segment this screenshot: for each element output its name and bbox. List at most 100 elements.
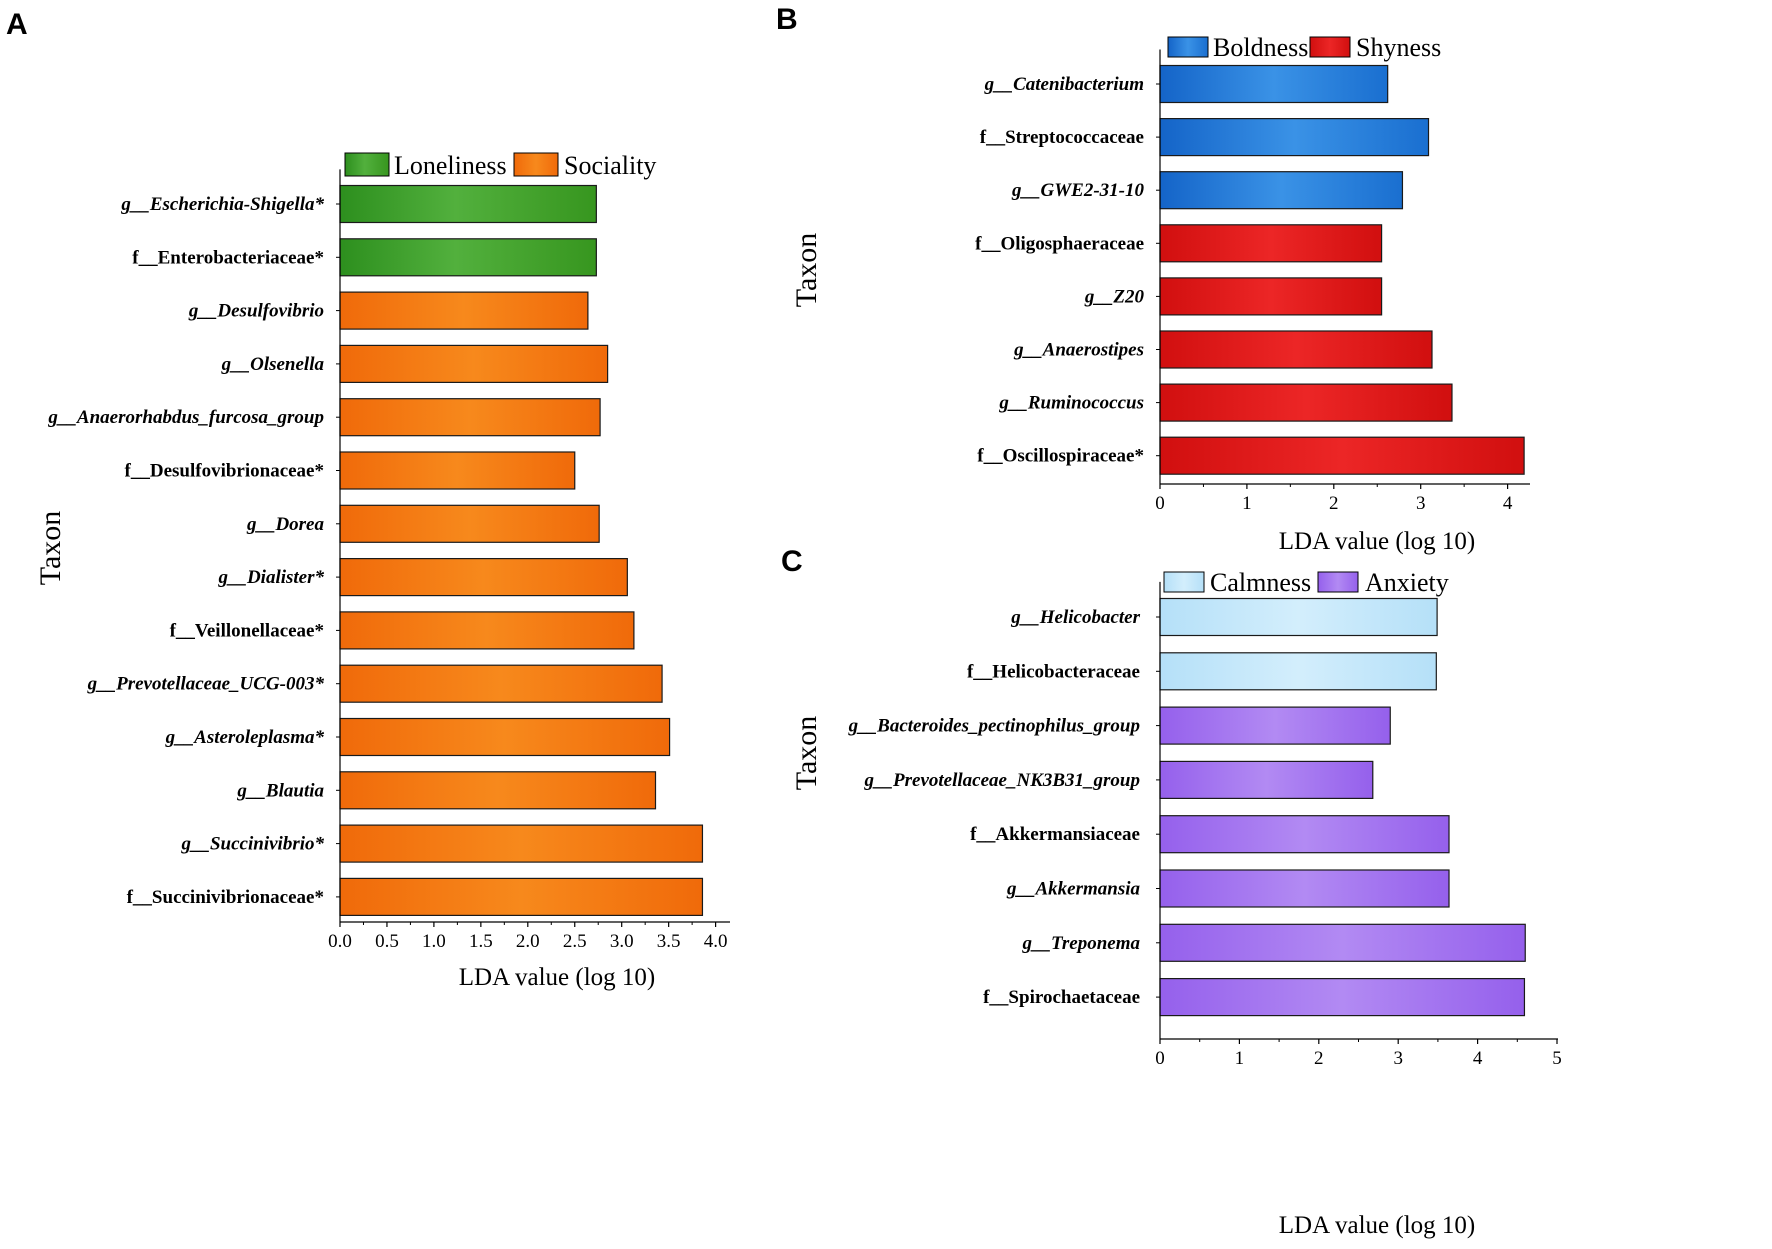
- bar-b-7: [1159, 436, 1525, 475]
- x-tick-label-a-4: 2.0: [516, 931, 540, 952]
- panel-c: C Taxon Calmness Anxiety g__Helicobacter…: [781, 545, 1562, 1239]
- bar-c-6: [1159, 923, 1526, 962]
- category-label-b-5: g__Anaerostipes: [1013, 340, 1144, 361]
- bar-c-0: [1159, 597, 1438, 637]
- category-label-b-6: g__Ruminococcus: [998, 393, 1144, 414]
- bar-a-5: [339, 451, 576, 490]
- category-label-a-3: g__Olsenella: [221, 354, 325, 375]
- bar-c-7: [1159, 977, 1526, 1017]
- bar-c-3: [1159, 760, 1374, 800]
- x-tick-label-a-6: 3.0: [610, 931, 634, 952]
- panel-b-x-axis: 0 1 2 3 4: [1155, 49, 1530, 514]
- bar-b-2: [1159, 171, 1404, 210]
- panel-a-bars: g__Escherichia-Shigella* f__Enterobacteri…: [47, 184, 704, 917]
- bar-a-8: [339, 611, 635, 650]
- legend-label-sociality: Sociality: [564, 151, 656, 180]
- category-label-b-2: g__GWE2-31-10: [1011, 180, 1144, 201]
- x-tick-label-a-2: 1.0: [422, 931, 446, 952]
- panel-b-xlabel: LDA value (log 10): [1279, 528, 1475, 555]
- legend-swatch-boldness: [1167, 36, 1209, 58]
- panel-b-ylabel: Taxon: [790, 233, 823, 308]
- panel-a-xlabel: LDA value (log 10): [459, 964, 655, 991]
- category-label-a-11: g__Blautia: [236, 780, 324, 801]
- bar-c-5: [1159, 869, 1450, 908]
- x-tick-label-c-3: 3: [1393, 1048, 1403, 1069]
- legend-swatch-anxiety: [1317, 571, 1359, 593]
- x-tick-label-a-0: 0.0: [328, 931, 352, 952]
- panel-c-x-axis: 0 1 2 3 4 5: [1155, 581, 1562, 1069]
- category-label-a-13: f__Succinivibrionaceae*: [127, 887, 324, 908]
- bar-a-0: [339, 184, 597, 224]
- panel-b-legend: Boldness Shyness: [1167, 33, 1441, 62]
- panel-a-x-axis: 0.0 0.5 1.0 1.5 2.0 2.5 3.0 3.5 4.0: [328, 169, 730, 952]
- bar-a-12: [339, 824, 704, 863]
- legend-label-boldness: Boldness: [1213, 33, 1308, 62]
- panel-a: A Taxon Loneliness Sociality g__Escheric…: [6, 8, 730, 991]
- bar-a-13: [339, 877, 704, 917]
- x-tick-label-a-8: 4.0: [704, 931, 728, 952]
- bar-b-5: [1159, 330, 1433, 369]
- bar-a-7: [339, 557, 628, 597]
- category-label-c-4: f__Akkermansiaceae: [970, 824, 1140, 845]
- bar-a-9: [339, 664, 663, 703]
- panel-letter-b: B: [776, 3, 798, 36]
- category-label-a-0: g__Escherichia-Shigella*: [120, 194, 324, 215]
- category-label-b-0: g__Catenibacterium: [984, 74, 1144, 95]
- bar-a-1: [339, 238, 597, 277]
- bar-a-4: [339, 398, 601, 437]
- category-label-b-4: g__Z20: [1084, 286, 1145, 307]
- bar-c-2: [1159, 706, 1391, 745]
- bar-b-0: [1159, 64, 1389, 104]
- x-tick-label-b-3: 3: [1416, 493, 1426, 514]
- category-label-a-2: g__Desulfovibrio: [188, 301, 324, 322]
- category-label-c-7: f__Spirochaetaceae: [983, 987, 1140, 1008]
- bar-a-3: [339, 344, 609, 383]
- panel-c-bars: g__Helicobacter f__Helicobacteraceae g__Ba…: [848, 597, 1526, 1017]
- bar-a-6: [339, 504, 600, 543]
- bar-a-11: [339, 771, 657, 810]
- category-label-c-0: g__Helicobacter: [1010, 607, 1140, 628]
- category-label-c-6: g__Treponema: [1021, 933, 1140, 954]
- bar-b-4: [1159, 277, 1383, 316]
- legend-label-anxiety: Anxiety: [1365, 568, 1449, 597]
- x-tick-label-c-2: 2: [1314, 1048, 1324, 1069]
- legend-label-shyness: Shyness: [1356, 33, 1441, 62]
- category-label-a-8: f__Veillonellaceae*: [170, 620, 324, 641]
- panel-c-xlabel: LDA value (log 10): [1279, 1212, 1475, 1239]
- panel-c-legend: Calmness Anxiety: [1163, 568, 1449, 597]
- legend-label-calmness: Calmness: [1210, 568, 1311, 597]
- category-label-a-10: g__Asteroleplasma*: [165, 727, 325, 748]
- category-label-c-1: f__Helicobacteraceae: [967, 661, 1140, 682]
- x-tick-label-c-0: 0: [1155, 1048, 1165, 1069]
- category-label-a-5: f__Desulfovibrionaceae*: [125, 461, 324, 482]
- category-label-c-2: g__Bacteroides_pectinophilus_group: [848, 716, 1140, 737]
- legend-swatch-loneliness: [344, 152, 390, 177]
- x-tick-label-a-1: 0.5: [375, 931, 399, 952]
- legend-swatch-calmness: [1163, 571, 1205, 593]
- category-label-a-9: g__Prevotellaceae_UCG-003*: [87, 674, 325, 695]
- legend-label-loneliness: Loneliness: [394, 151, 507, 180]
- panel-letter-a: A: [6, 8, 28, 41]
- panel-c-ylabel: Taxon: [790, 716, 823, 791]
- x-tick-label-b-2: 2: [1329, 493, 1339, 514]
- x-tick-label-c-1: 1: [1235, 1048, 1245, 1069]
- bar-b-6: [1159, 383, 1453, 422]
- bar-a-2: [339, 291, 589, 330]
- category-label-b-7: f__Oscillospiraceae*: [977, 446, 1144, 467]
- panel-a-ylabel: Taxon: [34, 511, 67, 586]
- legend-swatch-shyness: [1309, 36, 1351, 58]
- legend-swatch-sociality: [513, 152, 559, 177]
- panel-b-bars: g__Catenibacterium f__Streptococcaceae g__…: [975, 64, 1525, 475]
- x-tick-label-b-0: 0: [1155, 493, 1165, 514]
- bar-a-10: [339, 717, 671, 757]
- category-label-c-3: g__Prevotellaceae_NK3B31_group: [864, 770, 1140, 791]
- bar-b-3: [1159, 224, 1383, 263]
- panel-b: B Taxon Boldness Shyness g__Catenibacter…: [776, 3, 1530, 555]
- category-label-a-7: g__Dialister*: [217, 567, 324, 588]
- category-label-a-1: f__Enterobacteriaceae*: [132, 247, 324, 268]
- panel-a-legend: Loneliness Sociality: [344, 151, 656, 180]
- x-tick-label-b-4: 4: [1503, 493, 1513, 514]
- x-tick-label-a-3: 1.5: [469, 931, 493, 952]
- panel-letter-c: C: [781, 545, 803, 578]
